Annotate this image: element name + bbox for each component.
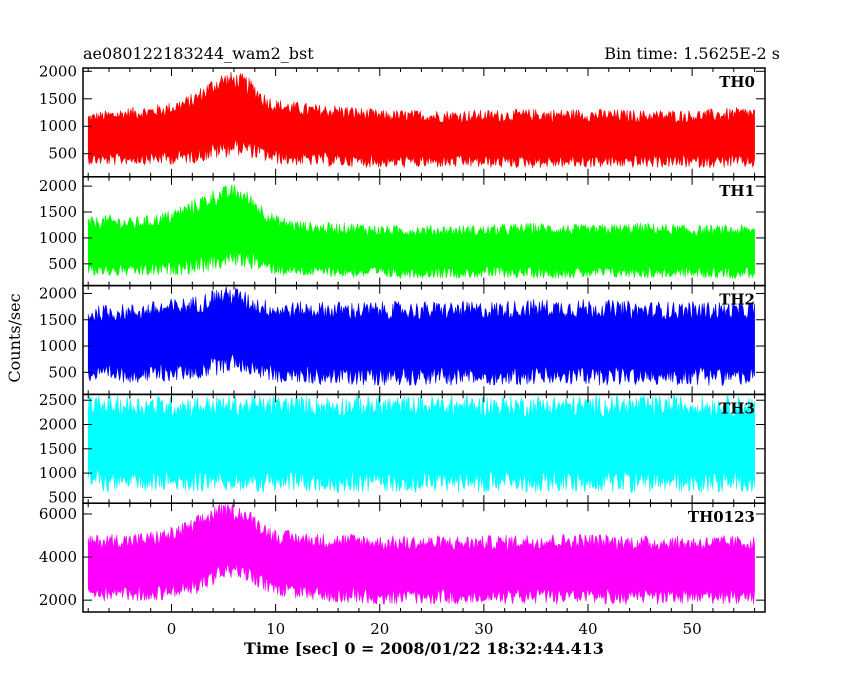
panel-th0: 500 1000 1500 2000 TH0 <box>39 62 766 178</box>
panel-label-th1: TH1 <box>719 182 755 200</box>
y-tick-label: 1500 <box>39 440 77 458</box>
y-axis-label: Counts/sec <box>5 293 24 382</box>
y-tick-label: 1000 <box>39 464 77 482</box>
y-tick-label: 500 <box>48 145 77 163</box>
panel-label-th2: TH2 <box>719 291 755 309</box>
x-tick-label: 40 <box>578 620 597 638</box>
panel-label-th3: TH3 <box>719 399 755 417</box>
y-tick-label: 500 <box>48 255 77 273</box>
x-tick-label: 50 <box>683 620 702 638</box>
y-tick-label: 1500 <box>39 311 77 329</box>
y-tick-label: 1000 <box>39 117 77 135</box>
y-tick-label: 4000 <box>39 548 77 566</box>
y-tick-label: 6000 <box>39 505 77 523</box>
series-th0 <box>87 71 755 169</box>
bin-time-label: Bin time: 1.5625E-2 s <box>604 44 780 63</box>
panel-frame <box>82 502 766 613</box>
series-th3 <box>87 395 755 494</box>
x-tick-label: 10 <box>266 620 285 638</box>
x-tick-label: 0 <box>167 620 177 638</box>
panel-th1: 500 1000 1500 2000 TH1 <box>39 176 766 287</box>
y-tick-label: 1500 <box>39 90 77 108</box>
y-tick-label: 2000 <box>39 284 77 302</box>
y-tick-label: 2000 <box>39 591 77 609</box>
series-th0123 <box>87 503 755 605</box>
panel-th3: 500 1000 1500 2000 2500 TH3 <box>39 391 766 506</box>
y-tick-label: 2500 <box>39 391 77 409</box>
x-tick-label: 20 <box>370 620 389 638</box>
y-tick-label: 2000 <box>39 62 77 80</box>
y-tick-label: 2000 <box>39 416 77 434</box>
y-tick-label: 500 <box>48 363 77 381</box>
source-id-title: ae080122183244_wam2_bst <box>83 44 314 63</box>
y-tick-label: 2000 <box>39 177 77 195</box>
x-axis-label: Time [sec] 0 = 2008/01/22 18:32:44.413 <box>244 639 604 658</box>
y-tick-label: 1000 <box>39 337 77 355</box>
series-th1 <box>87 184 755 280</box>
panel-label-th0123: TH0123 <box>688 508 755 526</box>
panel-th2: 500 1000 1500 2000 TH2 <box>39 284 766 396</box>
panel-th0123: 2000 4000 6000 TH0123 <box>39 502 766 613</box>
series-th2 <box>87 286 755 387</box>
y-tick-label: 1500 <box>39 203 77 221</box>
panel-label-th0: TH0 <box>719 73 755 91</box>
y-tick-label: 500 <box>48 488 77 506</box>
x-tick-label: 30 <box>474 620 493 638</box>
y-tick-label: 1000 <box>39 229 77 247</box>
